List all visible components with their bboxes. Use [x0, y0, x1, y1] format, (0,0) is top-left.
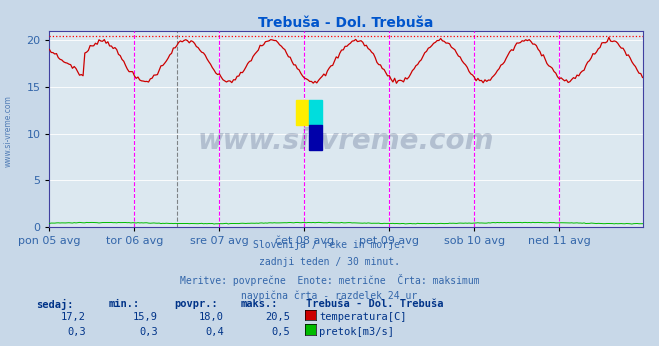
Text: 15,9: 15,9: [133, 312, 158, 322]
Text: 17,2: 17,2: [61, 312, 86, 322]
Text: povpr.:: povpr.:: [175, 299, 218, 309]
Text: Slovenija / reke in morje.: Slovenija / reke in morje.: [253, 240, 406, 251]
Text: temperatura[C]: temperatura[C]: [319, 312, 407, 322]
Text: pretok[m3/s]: pretok[m3/s]: [319, 327, 394, 337]
Text: zadnji teden / 30 minut.: zadnji teden / 30 minut.: [259, 257, 400, 267]
Text: 0,3: 0,3: [67, 327, 86, 337]
Bar: [295, 100, 308, 125]
Text: navpična črta - razdelek 24 ur: navpična črta - razdelek 24 ur: [241, 290, 418, 301]
Text: Meritve: povprečne  Enote: metrične  Črta: maksimum: Meritve: povprečne Enote: metrične Črta:…: [180, 274, 479, 286]
Text: 20,5: 20,5: [265, 312, 290, 322]
Text: min.:: min.:: [109, 299, 140, 309]
Text: 0,4: 0,4: [206, 327, 224, 337]
Text: maks.:: maks.:: [241, 299, 278, 309]
Title: Trebuša - Dol. Trebuša: Trebuša - Dol. Trebuša: [258, 16, 434, 30]
Bar: [308, 100, 322, 125]
Text: 0,3: 0,3: [140, 327, 158, 337]
Text: sedaj:: sedaj:: [36, 299, 74, 310]
Text: Trebuša - Dol. Trebuša: Trebuša - Dol. Trebuša: [306, 299, 444, 309]
Text: 18,0: 18,0: [199, 312, 224, 322]
Text: www.si-vreme.com: www.si-vreme.com: [3, 95, 13, 167]
Text: www.si-vreme.com: www.si-vreme.com: [198, 127, 494, 155]
Text: 0,5: 0,5: [272, 327, 290, 337]
Bar: [308, 125, 322, 151]
